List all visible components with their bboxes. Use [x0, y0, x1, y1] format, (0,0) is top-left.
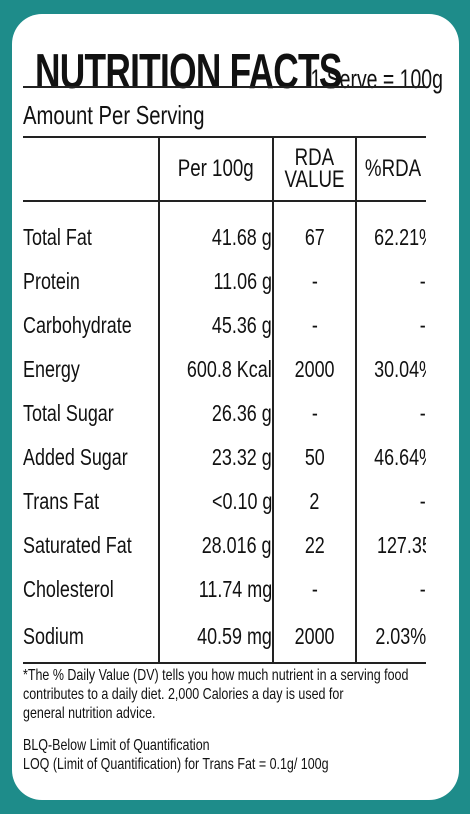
daily-value-footnote: *The % Daily Value (DV) tells you how mu… — [23, 666, 429, 723]
panel-title: NUTRITION FACTS — [35, 45, 342, 99]
footnote-line: general nutrition advice. — [23, 705, 156, 722]
rda-value: - — [272, 303, 356, 347]
percent-rda: - — [355, 259, 426, 303]
quantification-legend: BLQ-Below Limit of Quantification LOQ (L… — [23, 736, 429, 774]
header-nutrient — [23, 136, 159, 202]
rda-value: 50 — [272, 435, 356, 479]
nutrient-name: Saturated Fat — [23, 531, 132, 558]
per-100g-value: <0.10 g — [158, 479, 273, 523]
table-header-row: Per 100g RDA VALUE %RDA — [23, 136, 426, 202]
header-per-100g: Per 100g — [158, 136, 273, 202]
per-100g-value: 41.68 g — [158, 201, 273, 259]
table-row-energy: Energy 600.8 Kcal 2000 30.04% — [23, 347, 426, 391]
nutrient-name: Protein — [23, 267, 80, 294]
table-row-carbohydrate: Carbohydrate 45.36 g - - — [23, 303, 426, 347]
nutrient-name: Cholesterol — [23, 575, 114, 602]
nutrient-name: Sodium — [23, 611, 159, 664]
percent-rda: 127.35% — [355, 523, 426, 567]
nutrient-name: Added Sugar — [23, 443, 128, 470]
table-row-protein: Protein 11.06 g - - — [23, 259, 426, 303]
loq-definition: LOQ (Limit of Quantification) for Trans … — [23, 756, 329, 773]
table-row-sodium: Sodium 40.59 mg 2000 2.03% — [23, 611, 426, 664]
per-100g-value: 23.32 g — [158, 435, 273, 479]
table-row-cholesterol: Cholesterol 11.74 mg - - — [23, 567, 426, 611]
rda-value: 2 — [272, 479, 356, 523]
per-100g-value: 45.36 g — [158, 303, 273, 347]
nutrient-name: Total Sugar — [23, 399, 114, 426]
blq-definition: BLQ-Below Limit of Quantification — [23, 737, 210, 754]
percent-rda: - — [355, 567, 426, 611]
per-100g-value: 11.06 g — [158, 259, 273, 303]
nutrient-name: Trans Fat — [23, 487, 100, 514]
nutrient-name: Energy — [23, 355, 80, 382]
header-percent-rda: %RDA — [355, 136, 426, 202]
percent-rda: - — [355, 303, 426, 347]
title-divider — [23, 86, 426, 88]
table-row-saturated-fat: Saturated Fat 28.016 g 22 127.35% — [23, 523, 426, 567]
rda-value: 2000 — [272, 347, 356, 391]
rda-value: 22 — [272, 523, 356, 567]
footnote-line: contributes to a daily diet. 2,000 Calor… — [23, 686, 344, 703]
footnote-line: *The % Daily Value (DV) tells you how mu… — [23, 667, 409, 684]
per-100g-value: 11.74 mg — [158, 567, 273, 611]
rda-value: - — [272, 391, 356, 435]
per-100g-value: 600.8 Kcal — [158, 347, 273, 391]
nutrition-table: Per 100g RDA VALUE %RDA Total Fat 41.68 … — [23, 136, 426, 664]
rda-value: - — [272, 259, 356, 303]
rda-value: 67 — [272, 201, 356, 259]
per-100g-value: 40.59 mg — [158, 611, 273, 664]
per-100g-value: 26.36 g — [158, 391, 273, 435]
serving-size: 1 Serve = 100g — [310, 64, 443, 94]
rda-value: - — [272, 567, 356, 611]
table-row-total-fat: Total Fat 41.68 g 67 62.21% — [23, 201, 426, 259]
nutrient-name: Total Fat — [23, 224, 92, 250]
rda-value: 2000 — [272, 611, 356, 664]
percent-rda: 46.64% — [355, 435, 426, 479]
percent-rda: - — [355, 391, 426, 435]
percent-rda: - — [355, 479, 426, 523]
per-100g-value: 28.016 g — [158, 523, 273, 567]
table-row-trans-fat: Trans Fat <0.10 g 2 - — [23, 479, 426, 523]
percent-rda: 30.04% — [355, 347, 426, 391]
amount-per-serving-label: Amount Per Serving — [23, 100, 205, 130]
header-rda-value: RDA VALUE — [272, 136, 356, 202]
table-row-total-sugar: Total Sugar 26.36 g - - — [23, 391, 426, 435]
nutrient-name: Carbohydrate — [23, 311, 132, 338]
percent-rda: 2.03% — [355, 611, 426, 664]
percent-rda: 62.21% — [355, 201, 426, 259]
table-row-added-sugar: Added Sugar 23.32 g 50 46.64% — [23, 435, 426, 479]
title-row: NUTRITION FACTS 1 Serve = 100g — [35, 44, 445, 104]
